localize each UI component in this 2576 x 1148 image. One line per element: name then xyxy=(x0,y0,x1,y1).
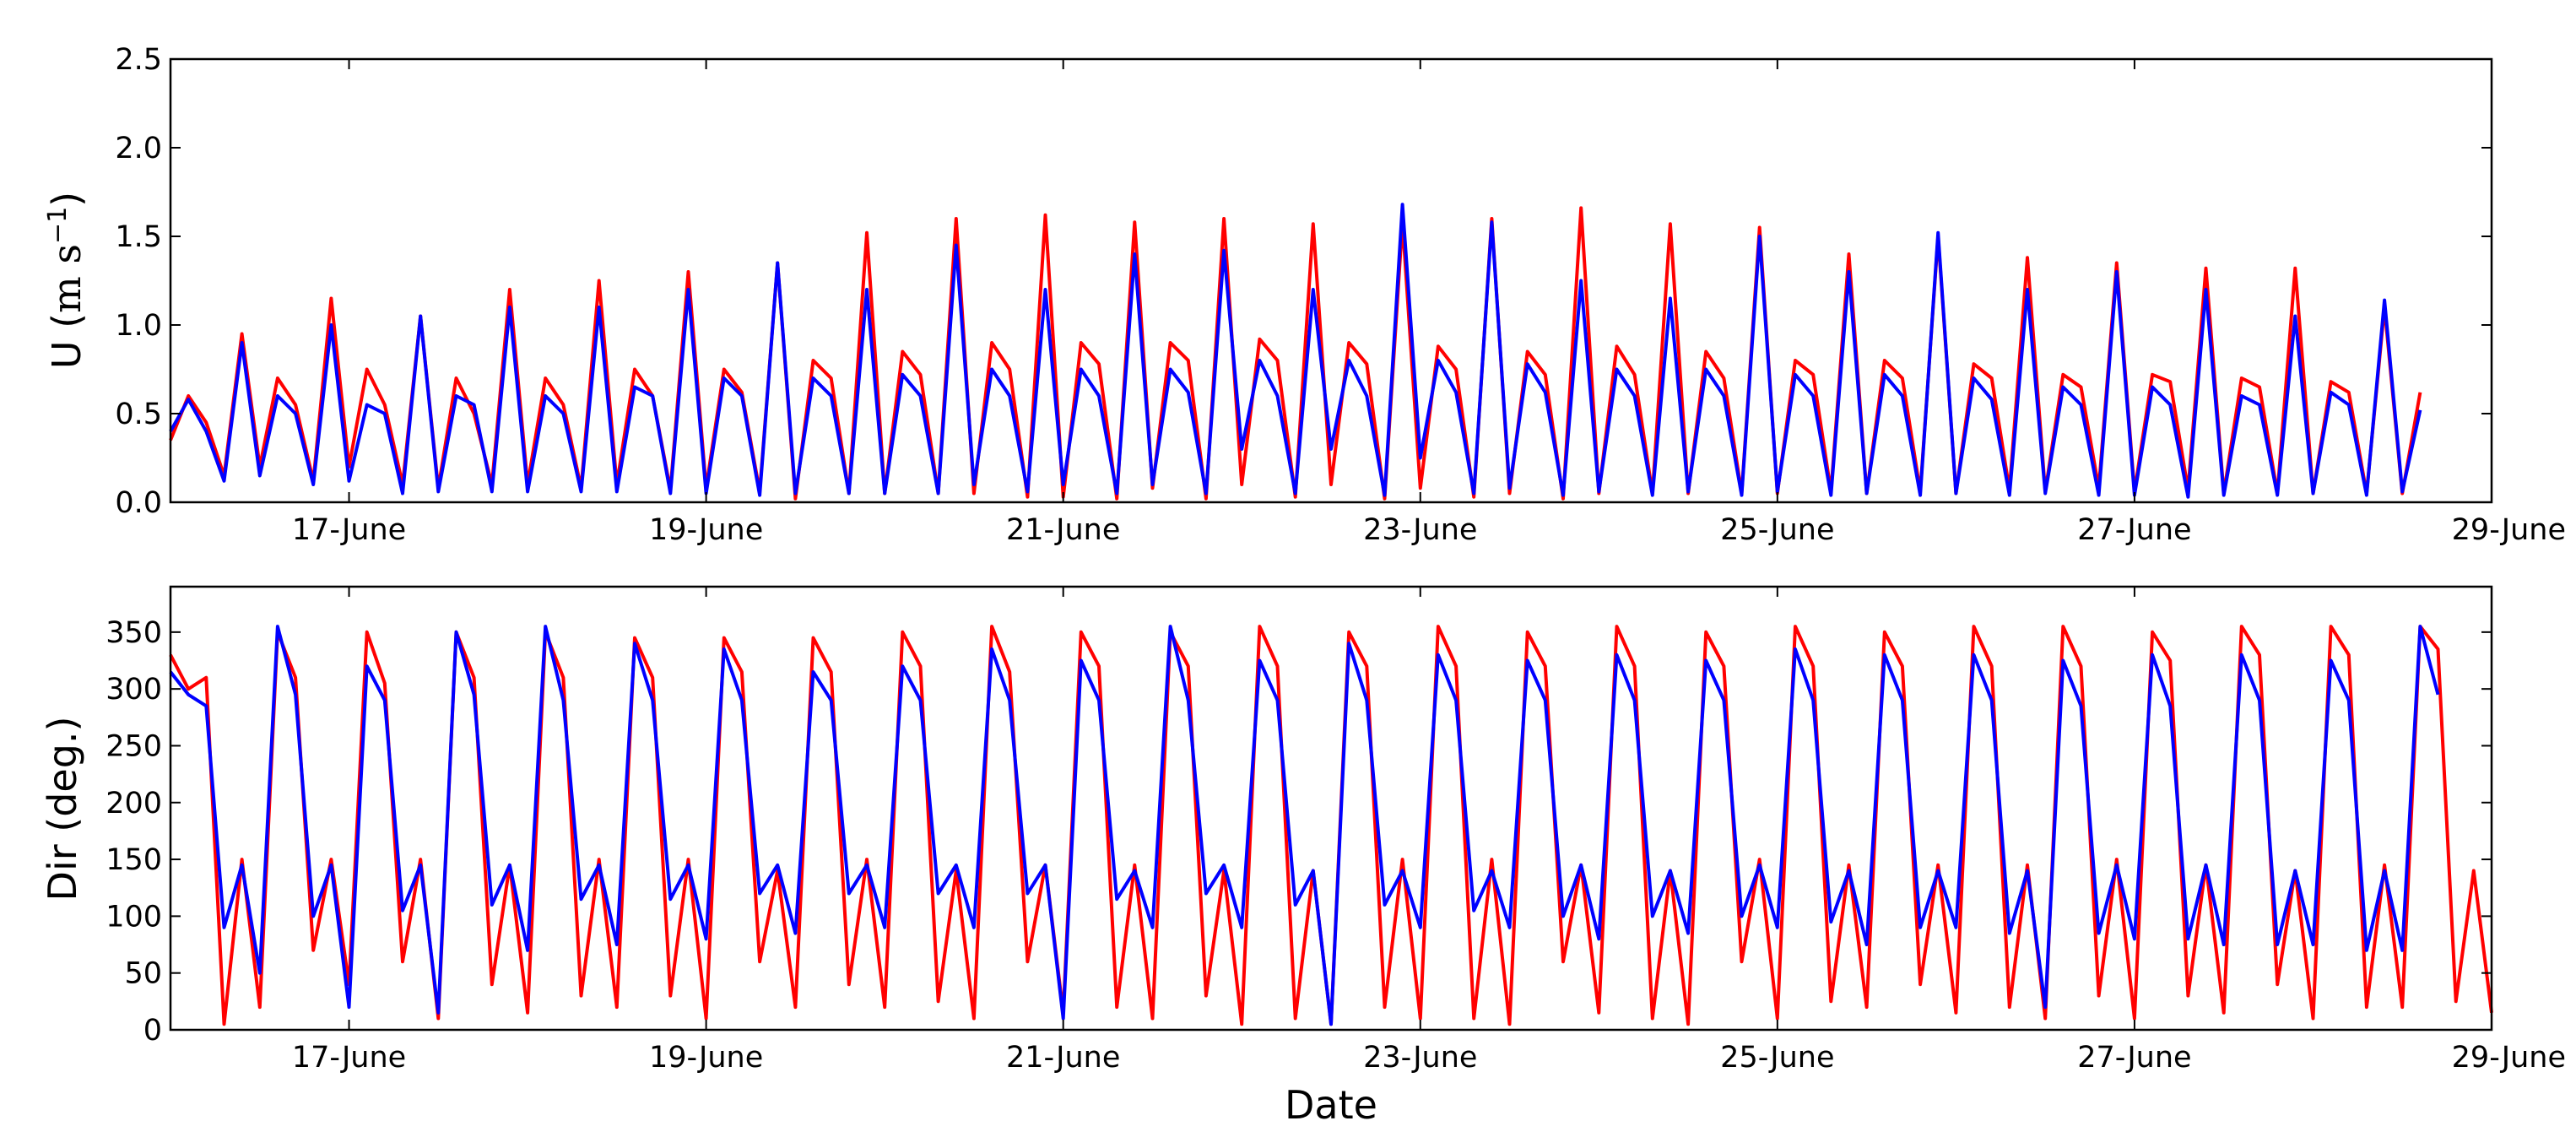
speed-series-red-line xyxy=(169,206,2422,501)
speed-series-blue-line xyxy=(169,203,2422,499)
direction-x-tick-label: 17-June xyxy=(292,1041,406,1075)
direction-x-tick-label: 29-June xyxy=(2452,1041,2566,1075)
speed-y-tick-label: 1.5 xyxy=(115,220,162,254)
direction-x-ticks: 17-June 19-June 21-June 23-June 25-June 27-Ju… xyxy=(292,587,2566,1075)
direction-y-tick-label: 0 xyxy=(143,1014,162,1048)
direction-y-tick-label: 50 xyxy=(124,957,162,991)
direction-y-tick-label: 300 xyxy=(106,673,162,707)
direction-x-tick-label: 19-June xyxy=(649,1041,763,1075)
direction-panel-series xyxy=(169,625,2493,1026)
direction-x-tick-label: 25-June xyxy=(1720,1041,1834,1075)
direction-series-red-line xyxy=(169,625,2493,1026)
direction-y-ticks: 0 50 100 150 200 250 300 350 xyxy=(106,616,2492,1048)
direction-x-tick-label: 21-June xyxy=(1006,1041,1120,1075)
direction-y-tick-label: 100 xyxy=(106,900,162,934)
direction-y-tick-label: 200 xyxy=(106,787,162,820)
speed-x-ticks: 17-June 19-June 21-June 23-June 25-June 27-Ju… xyxy=(292,59,2566,547)
direction-y-tick-label: 250 xyxy=(106,729,162,763)
speed-x-tick-label: 23-June xyxy=(1363,513,1477,547)
speed-x-tick-label: 19-June xyxy=(649,513,763,547)
direction-x-tick-label: 27-June xyxy=(2077,1041,2191,1075)
speed-y-tick-label: 0.0 xyxy=(115,486,162,520)
speed-y-ticks: 0.0 0.5 1.0 1.5 2.0 2.5 xyxy=(115,43,2492,520)
direction-panel-frame xyxy=(169,585,2493,1032)
direction-y-axis-label: Dir (deg.) xyxy=(40,717,85,902)
speed-y-axis-label: U (m s−1) xyxy=(43,192,90,369)
direction-x-tick-label: 23-June xyxy=(1363,1041,1477,1075)
direction-y-tick-label: 150 xyxy=(106,843,162,877)
speed-y-tick-label: 2.5 xyxy=(115,43,162,77)
direction-series-blue-line xyxy=(169,625,2440,1026)
speed-panel: 0.0 0.5 1.0 1.5 2.0 2.5 17-June 19-June 21-June… xyxy=(43,43,2567,547)
direction-panel: 0 50 100 150 200 250 300 350 17-June 19-June 21-J… xyxy=(40,585,2566,1128)
speed-x-tick-label: 25-June xyxy=(1720,513,1834,547)
speed-x-tick-label: 27-June xyxy=(2077,513,2191,547)
date-x-axis-label: Date xyxy=(1285,1082,1377,1128)
speed-panel-series xyxy=(169,203,2422,501)
direction-y-tick-label: 350 xyxy=(106,616,162,650)
speed-x-tick-label: 29-June xyxy=(2452,513,2566,547)
speed-x-tick-label: 17-June xyxy=(292,513,406,547)
speed-x-tick-label: 21-June xyxy=(1006,513,1120,547)
speed-panel-frame xyxy=(169,57,2493,504)
speed-y-tick-label: 0.5 xyxy=(115,398,162,431)
speed-y-tick-label: 1.0 xyxy=(115,309,162,343)
speed-y-tick-label: 2.0 xyxy=(115,132,162,165)
